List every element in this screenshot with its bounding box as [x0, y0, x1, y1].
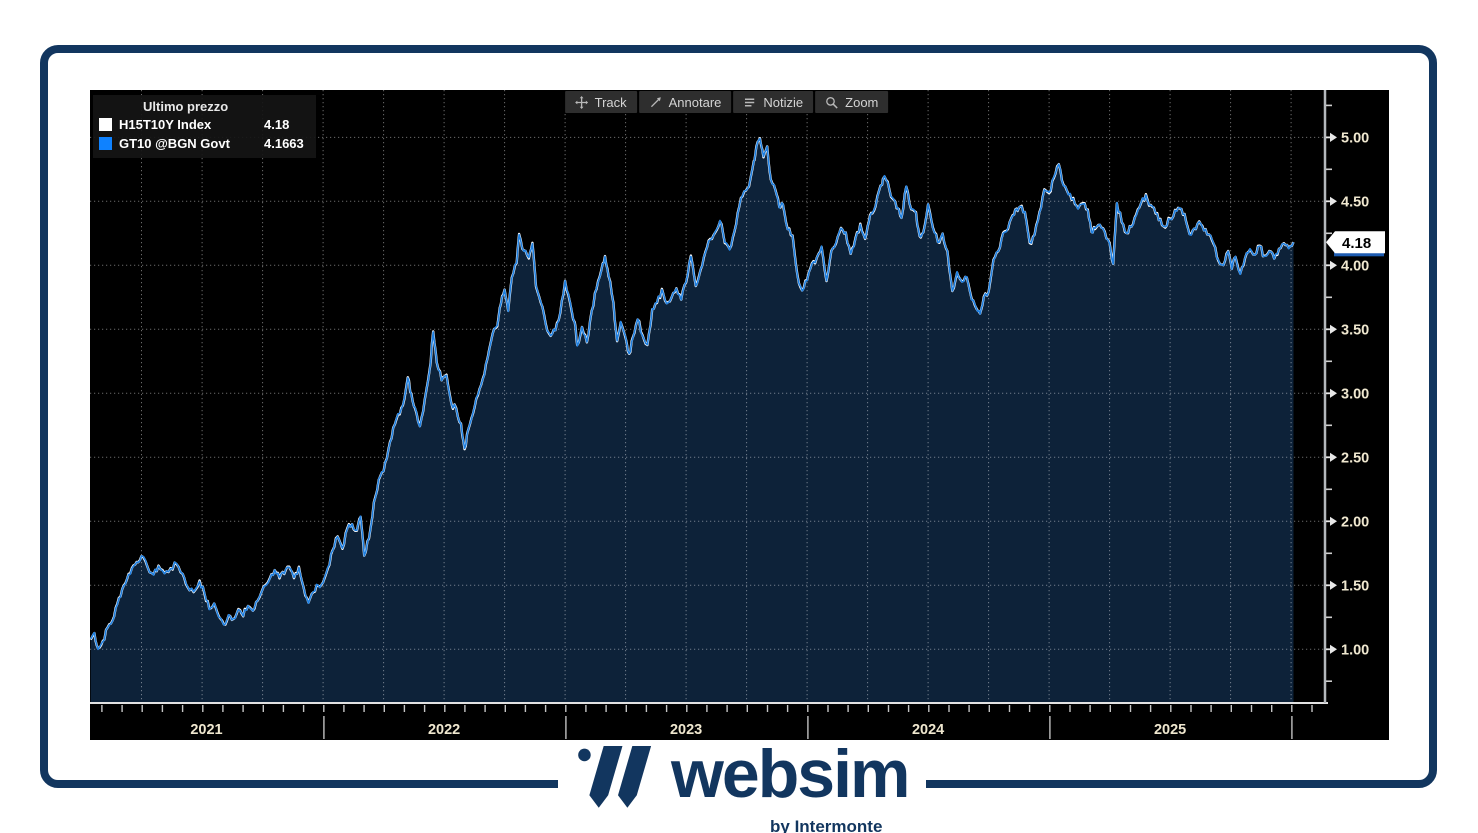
news-lines-icon [745, 98, 755, 106]
chart-canvas[interactable]: 1.00 1.50 2.00 2.50 3.00 3.50 4.00 4.50 5.00 2021… [90, 90, 1389, 740]
svg-text:1.00: 1.00 [1341, 642, 1369, 658]
svg-text:2023: 2023 [670, 722, 702, 738]
news-button[interactable]: Notizie [733, 91, 814, 113]
annotate-label: Annotare [668, 94, 722, 110]
svg-text:2022: 2022 [428, 722, 460, 738]
svg-text:4.00: 4.00 [1341, 258, 1369, 274]
brand-wordmark: websim [671, 736, 910, 812]
legend-title: Ultimo prezzo [143, 99, 229, 114]
track-button[interactable]: Track [564, 91, 637, 113]
svg-text:2.50: 2.50 [1341, 450, 1369, 466]
magnifier-icon [826, 96, 838, 109]
track-label: Track [594, 94, 627, 110]
legend-row-h15t10y[interactable]: H15T10Y Index 4.18 [99, 115, 304, 134]
zoom-button[interactable]: Zoom [815, 91, 889, 113]
track-crosshair-icon [574, 95, 588, 109]
websim-w-icon [578, 746, 652, 808]
chart-legend: Ultimo prezzo H15T10Y Index 4.18 GT10 @B… [93, 95, 316, 158]
legend-row-gt10[interactable]: GT10 @BGN Govt 4.1663 [99, 134, 304, 153]
chart-toolbar: Track Annotare Notizie Zo [563, 90, 890, 114]
svg-text:3.50: 3.50 [1341, 322, 1369, 338]
series-label: H15T10Y Index [119, 117, 212, 132]
svg-text:2024: 2024 [912, 722, 944, 738]
svg-text:1.50: 1.50 [1341, 578, 1369, 594]
series-value: 4.18 [264, 117, 290, 132]
series-swatch-white [99, 118, 112, 131]
svg-text:4.50: 4.50 [1341, 194, 1369, 210]
svg-text:2021: 2021 [190, 722, 222, 738]
svg-text:2025: 2025 [1154, 722, 1186, 738]
annotate-button[interactable]: Annotare [638, 91, 732, 113]
series-value: 4.1663 [264, 136, 304, 151]
bloomberg-chart-panel: 1.00 1.50 2.00 2.50 3.00 3.50 4.00 4.50 5.00 2021… [90, 90, 1389, 740]
svg-text:5.00: 5.00 [1341, 130, 1369, 146]
news-label: Notizie [763, 94, 804, 110]
series-swatch-blue [99, 137, 112, 150]
svg-text:4.18: 4.18 [1342, 235, 1371, 252]
zoom-label: Zoom [845, 94, 879, 110]
annotate-icon [650, 96, 661, 107]
svg-text:2.00: 2.00 [1341, 514, 1369, 530]
series-label: GT10 @BGN Govt [119, 136, 230, 151]
websim-logo: websim by Intermonte [574, 736, 910, 833]
brand-byline: by Intermonte [770, 817, 883, 833]
svg-text:3.00: 3.00 [1341, 386, 1369, 402]
